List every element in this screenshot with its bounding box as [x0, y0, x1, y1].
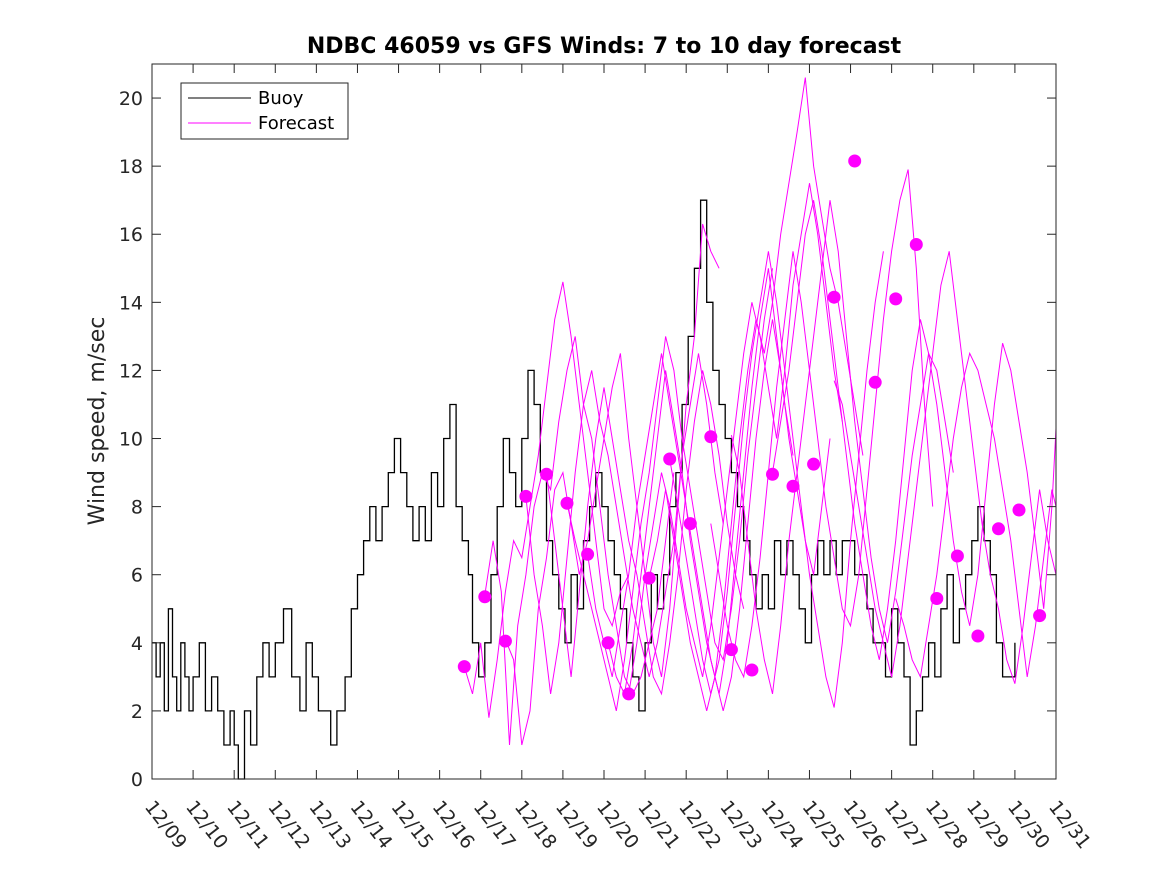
chart-title: NDBC 46059 vs GFS Winds: 7 to 10 day for…: [307, 34, 902, 59]
forecast-series-line-11: [669, 251, 884, 708]
forecast-start-marker: [457, 660, 471, 674]
forecast-start-marker: [889, 292, 903, 306]
forecast-series-line-6: [566, 268, 773, 712]
forecast-start-marker: [560, 496, 574, 510]
forecast-start-marker: [519, 489, 533, 503]
legend-label-forecast: Forecast: [258, 113, 334, 134]
forecast-start-marker: [642, 571, 656, 585]
forecast-start-marker: [622, 687, 636, 701]
y-tick-label: 8: [131, 497, 143, 519]
y-tick-label: 16: [119, 224, 143, 246]
forecast-start-marker: [971, 629, 985, 643]
forecast-series-line-1: [463, 281, 630, 718]
legend-box: [180, 82, 349, 140]
forecast-start-marker: [992, 522, 1005, 536]
y-axis-label: Wind speed, m/sec: [85, 317, 110, 526]
axes-background: [152, 64, 1056, 779]
legend-label-buoy: Buoy: [258, 88, 304, 109]
buoy-series-line: [152, 199, 1016, 780]
forecast-start-marker: [807, 457, 821, 471]
forecast-start-marker: [581, 547, 595, 561]
y-tick-label: 2: [131, 701, 143, 723]
forecast-start-marker: [766, 467, 779, 481]
forecast-series-line-3: [504, 223, 720, 746]
forecast-start-marker: [868, 375, 882, 389]
y-tick-label: 0: [131, 769, 143, 791]
forecast-series-line-14: [772, 200, 1057, 660]
marker-layer: [457, 154, 1047, 701]
legend: Buoy Forecast: [180, 82, 349, 140]
forecast-start-marker: [704, 430, 718, 444]
forecast-start-marker: [1012, 503, 1026, 517]
y-tick-label: 6: [131, 565, 143, 587]
y-tick-label: 10: [119, 429, 143, 451]
forecast-series-line-10: [648, 77, 864, 712]
forecast-start-marker: [848, 154, 862, 168]
y-tick-label: 4: [131, 633, 143, 655]
forecast-series-line-9: [628, 183, 843, 694]
forecast-start-marker: [498, 634, 512, 648]
forecast-series-line-13: [730, 200, 954, 695]
forecast-start-marker: [601, 636, 615, 650]
forecast-start-marker: [663, 452, 677, 466]
forecast-series-line-12: [710, 169, 934, 679]
forecast-series-line-5: [546, 370, 745, 696]
forecast-start-marker: [745, 663, 759, 677]
forecast-start-marker: [786, 479, 800, 493]
y-tick-label: 18: [119, 156, 143, 178]
forecast-start-marker: [909, 238, 923, 251]
y-tick-label: 12: [119, 360, 143, 382]
forecast-start-marker: [724, 643, 738, 657]
y-tick-label: 14: [119, 292, 143, 314]
y-tick-label: 20: [119, 88, 143, 110]
forecast-start-marker: [827, 290, 841, 304]
forecast-start-marker: [478, 590, 492, 604]
forecast-series-line-15: [833, 251, 1057, 684]
forecast-series-line-16: [895, 351, 1057, 679]
forecast-series-line-8: [607, 319, 831, 712]
forecast-start-marker: [540, 467, 553, 481]
forecast-start-marker: [1033, 609, 1047, 623]
series-layer: [152, 77, 1057, 780]
forecast-series-line-2: [484, 336, 675, 746]
forecast-start-marker: [683, 517, 697, 531]
forecast-start-marker: [950, 549, 964, 563]
y-axis: 0 2 4 6 8 10 12 14 16 18 20: [119, 88, 1056, 791]
forecast-series-line-4: [525, 353, 724, 694]
forecast-start-marker: [930, 592, 944, 605]
